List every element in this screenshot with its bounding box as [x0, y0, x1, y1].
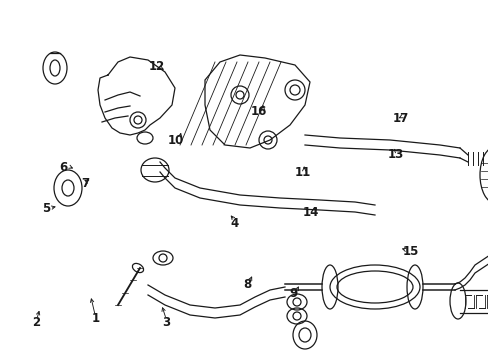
Text: 17: 17 [392, 112, 408, 125]
Text: 16: 16 [250, 105, 267, 118]
Text: 8: 8 [243, 278, 250, 291]
Text: 13: 13 [387, 148, 404, 161]
Text: 2: 2 [33, 316, 41, 329]
Text: 11: 11 [294, 166, 311, 179]
Text: 15: 15 [402, 246, 418, 258]
Text: 10: 10 [167, 134, 184, 147]
Text: 3: 3 [162, 316, 170, 329]
Polygon shape [204, 55, 309, 148]
Text: 14: 14 [302, 206, 318, 219]
Text: 1: 1 [91, 312, 99, 325]
Text: 5: 5 [42, 202, 50, 215]
Text: 4: 4 [230, 217, 238, 230]
Text: 12: 12 [148, 60, 164, 73]
Text: 7: 7 [81, 177, 89, 190]
Text: 9: 9 [289, 287, 297, 300]
Text: 6: 6 [60, 161, 67, 174]
